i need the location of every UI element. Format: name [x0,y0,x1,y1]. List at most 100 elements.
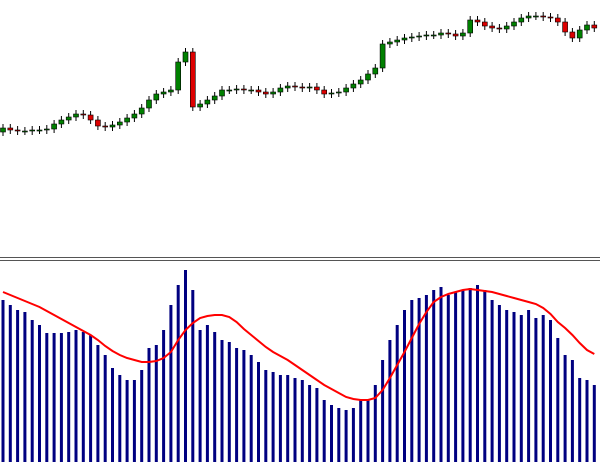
candle-body [540,15,547,18]
candle-body [7,127,14,131]
candle-body [445,32,452,35]
histogram-bar [461,290,465,462]
candle-body [65,116,72,121]
histogram-bar [592,385,596,462]
histogram-bar [300,380,304,462]
candle-body [124,117,130,123]
candle-body [460,32,466,37]
candle-body [270,91,276,95]
candle-body [190,51,196,108]
candle-body [423,34,430,37]
candle-body [467,19,474,34]
histogram-bar [344,410,348,462]
histogram-bar [271,372,275,462]
histogram-bar [249,355,253,462]
histogram-bar [278,375,282,462]
candle-body [248,89,254,92]
histogram-bar [446,295,450,462]
candle-body [292,85,298,88]
candle-body [241,88,247,91]
candle-body [343,87,349,93]
histogram-bar [366,400,370,462]
candle-body [372,67,379,75]
histogram-bar [512,312,516,462]
histogram-bar [38,325,41,462]
candle-body [387,41,393,45]
candle-body [87,114,94,121]
histogram-bar [257,362,260,462]
histogram-bar [81,332,85,462]
candle-body [80,113,87,116]
histogram-bar [264,370,268,462]
histogram-bar [534,318,538,462]
histogram-bar [417,298,421,462]
candle-body [131,113,138,119]
candle-body [394,39,401,43]
candle-body [518,17,525,23]
histogram-bar [59,333,63,462]
histogram-bar [563,355,567,462]
histogram-bar [541,315,545,462]
candle-body [160,91,167,95]
candle-body [430,34,437,37]
candle-body [401,37,408,41]
candle-body [43,128,50,131]
candle-body [102,125,108,128]
signal-line [2,287,595,401]
histogram-bar [330,405,333,462]
histogram-bar [154,345,158,462]
histogram-bar [111,368,114,462]
histogram-bar [439,287,443,462]
candle-body [138,107,145,115]
histogram-bar [103,355,107,462]
histogram-bar [454,292,458,462]
candle-body [197,103,203,108]
candle-body [438,32,444,36]
candle-body [226,89,233,92]
candle-body [365,73,371,81]
histogram-bar [373,385,377,462]
candle-body [357,79,364,85]
histogram-bar [286,375,290,462]
candle-body [14,129,21,132]
candle-body [554,17,561,23]
candle-body [95,119,101,127]
histogram-bar [403,310,406,462]
histogram-bar [235,348,239,462]
histogram-bar [132,380,136,462]
histogram-bar [505,310,509,462]
histogram-bar [242,350,246,462]
histogram-bar [220,340,224,462]
histogram-bar [483,290,487,462]
candle-body [182,51,189,63]
histogram-bar [8,305,12,462]
histogram-bar [410,300,414,462]
histogram-bar [30,320,34,462]
histogram-bar [45,333,49,462]
histogram-bar [89,335,93,462]
candle-body [109,124,116,128]
histogram-bar [96,345,100,462]
candle-body [36,129,43,132]
candle-body [306,86,313,89]
candle-body [0,127,6,133]
histogram-bar [23,312,27,462]
candle-body [204,99,211,105]
candle-body [321,89,328,95]
histogram-bar [497,305,501,462]
histogram-bar [315,388,319,462]
candle-body [416,35,422,38]
histogram-bar [162,330,166,462]
candle-body [335,91,342,94]
candle-body [591,24,598,29]
histogram-bar [118,375,122,462]
candle-body [562,21,568,33]
candle-body [168,89,174,93]
candle-body [117,121,123,126]
histogram-bar [1,300,5,462]
histogram-bar [432,290,436,462]
histogram-bar [359,400,363,462]
candle-body [314,86,320,91]
histogram-bar [476,285,479,462]
